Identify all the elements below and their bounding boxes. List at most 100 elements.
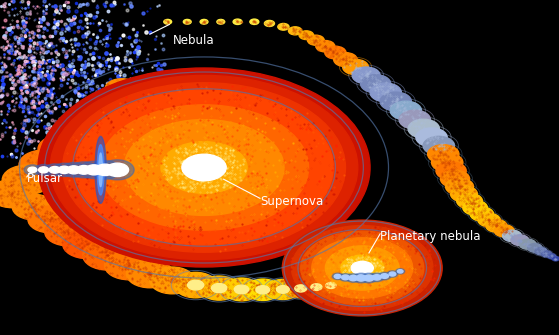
Circle shape [370,83,401,102]
Circle shape [12,194,55,220]
Circle shape [364,275,374,281]
Circle shape [234,285,249,294]
Circle shape [519,239,536,249]
Circle shape [389,272,396,276]
Circle shape [96,164,115,176]
Circle shape [378,272,391,280]
Circle shape [77,165,91,174]
Circle shape [387,271,398,277]
Circle shape [390,101,421,120]
Circle shape [346,274,361,282]
Circle shape [478,213,500,227]
Circle shape [63,83,345,252]
Text: Planetary nebula: Planetary nebula [380,230,481,243]
Circle shape [408,119,439,138]
Circle shape [0,180,36,208]
Circle shape [61,162,86,177]
Circle shape [83,241,132,270]
Circle shape [372,275,381,280]
Text: Pulsar: Pulsar [27,173,63,185]
Circle shape [38,135,85,163]
Circle shape [361,273,377,283]
Circle shape [200,19,208,24]
Circle shape [45,164,65,176]
Ellipse shape [95,136,106,203]
Circle shape [67,166,80,174]
Circle shape [75,90,333,245]
Circle shape [266,279,300,299]
Circle shape [457,193,482,209]
Circle shape [288,27,302,35]
Circle shape [334,274,341,278]
Circle shape [183,19,191,24]
Circle shape [28,206,73,233]
Circle shape [277,286,289,293]
Circle shape [24,165,41,175]
Circle shape [211,283,227,293]
Circle shape [352,67,380,84]
Circle shape [311,284,322,290]
Circle shape [451,186,477,202]
Circle shape [58,166,70,174]
Circle shape [326,282,336,288]
Circle shape [316,41,335,52]
Circle shape [101,160,134,180]
Circle shape [74,106,114,130]
Circle shape [446,178,473,195]
Circle shape [381,274,389,278]
Circle shape [361,75,391,93]
Circle shape [356,275,366,281]
Circle shape [342,275,349,280]
Circle shape [380,92,411,111]
Circle shape [292,226,433,310]
Circle shape [542,251,552,257]
Ellipse shape [99,153,102,187]
Circle shape [56,120,100,146]
Circle shape [312,238,413,298]
Circle shape [50,75,358,260]
Circle shape [217,19,225,24]
Circle shape [341,255,384,281]
Circle shape [105,251,153,280]
Circle shape [334,53,357,67]
Circle shape [423,136,454,155]
Circle shape [45,218,92,246]
Circle shape [307,35,324,45]
Circle shape [182,154,226,181]
Circle shape [486,219,507,232]
Circle shape [39,167,49,173]
Circle shape [285,279,316,298]
Circle shape [548,254,556,259]
Circle shape [264,20,274,26]
Circle shape [106,163,129,177]
Circle shape [343,59,368,75]
Circle shape [463,200,487,215]
Circle shape [86,165,102,175]
Circle shape [222,278,260,301]
Circle shape [302,278,331,296]
Circle shape [38,68,370,267]
Circle shape [470,207,494,221]
Circle shape [70,162,97,178]
Circle shape [494,225,514,237]
Circle shape [53,163,75,177]
Circle shape [428,145,459,163]
Circle shape [278,23,289,30]
Circle shape [150,267,195,294]
Circle shape [126,260,173,288]
Circle shape [188,280,203,290]
Circle shape [369,273,384,282]
Circle shape [397,270,403,273]
Circle shape [511,235,529,246]
Circle shape [2,165,51,195]
Circle shape [440,170,470,188]
Circle shape [282,220,442,316]
Circle shape [250,19,259,24]
Circle shape [503,230,522,242]
Circle shape [79,161,108,179]
Circle shape [105,79,139,99]
Circle shape [28,167,37,173]
Circle shape [35,164,53,175]
Circle shape [124,120,284,215]
Circle shape [91,92,127,114]
